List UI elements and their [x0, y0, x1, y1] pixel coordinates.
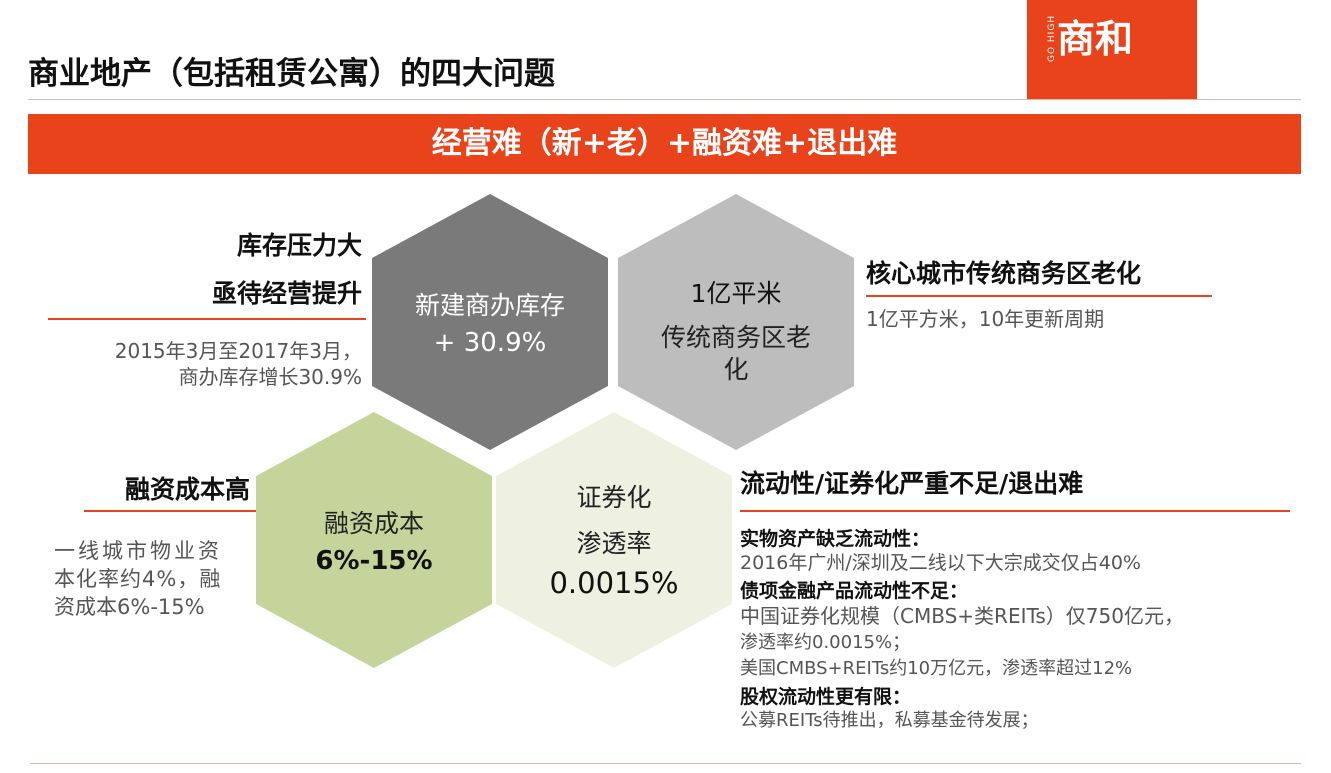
item2-line1: 中国证券化规模（CMBS+类REITs）仅750亿元，: [740, 604, 1184, 628]
item3-line1: 公募REITs待推出，私募基金待发展；: [740, 710, 1039, 731]
hexagon-finance-line1: 融资成本: [323, 509, 424, 538]
right-bottom-details: 实物资产缺乏流动性： 2016年广州/深圳及二线以下大宗成交仅占40% 债项金融…: [740, 524, 1300, 734]
left-bottom-detail3: 资成本6%-15%: [54, 595, 205, 619]
logo-tag: GO HIGH: [1047, 14, 1057, 62]
left-top-detail2: 商办库存增长30.9%: [178, 365, 362, 389]
hexagon-inventory-line1: 新建商办库存: [414, 291, 565, 320]
right-top-underline: [866, 295, 1212, 297]
hexagon-securitization: 证券化 渗透率 0.0015%: [496, 412, 732, 668]
hexagon-finance-line2: 6%-15%: [315, 546, 433, 576]
page-title: 商业地产（包括租赁公寓）的四大问题: [28, 56, 555, 92]
hexagon-finance: 融资成本 6%-15%: [256, 412, 492, 668]
left-bottom-detail2: 本化率约4%，融: [54, 567, 222, 591]
right-bottom-heading: 流动性/证券化严重不足/退出难: [740, 469, 1084, 498]
hexagon-securitization-line1: 证券化: [576, 483, 652, 512]
left-top-heading2: 亟待经营提升: [211, 279, 362, 308]
hexagon-inventory-line2: + 30.9%: [433, 328, 547, 358]
hexagon-cbd: 1亿平米 传统商务区老 化: [618, 194, 854, 450]
hexagon-cbd-line1: 1亿平米: [690, 279, 782, 308]
item3-colon: ：: [892, 686, 912, 708]
item2-line3: 美国CMBS+REITs约10万亿元，渗透率超过12%: [740, 658, 1133, 679]
hexagon-cbd-line3: 化: [723, 355, 749, 384]
footer-divider: [30, 763, 1301, 764]
left-bottom-heading: 融资成本高: [124, 475, 250, 504]
item2-colon: ：: [949, 580, 969, 602]
item2-title: 债项金融产品流动性不足: [740, 580, 950, 602]
hexagon-inventory: 新建商办库存 + 30.9%: [372, 194, 608, 450]
left-bottom-underline: [84, 510, 256, 512]
left-bottom-detail1: 一线城市物业资: [54, 539, 222, 563]
header-divider: [28, 99, 1301, 100]
summary-banner: 经营难（新+老）+融资难+退出难: [28, 114, 1301, 174]
hexagon-securitization-line3: 0.0015%: [549, 566, 679, 600]
right-top-heading: 核心城市传统商务区老化: [866, 259, 1142, 288]
item3-title: 股权流动性更有限: [740, 686, 893, 708]
hexagon-securitization-line2: 渗透率: [576, 529, 652, 558]
right-top-detail: 1亿平方米，10年更新周期: [866, 307, 1105, 331]
left-top-heading1: 库存压力大: [236, 231, 362, 260]
brand-logo: 商和 GO HIGH: [1027, 0, 1197, 99]
left-top-detail1: 2015年3月至2017年3月，: [114, 339, 362, 363]
hexagon-cbd-line2: 传统商务区老: [660, 323, 811, 352]
right-bottom-underline: [740, 510, 1290, 512]
item1-line1: 2016年广州/深圳及二线以下大宗成交仅占40%: [740, 552, 1141, 574]
item1-title: 实物资产缺乏流动性: [740, 528, 912, 550]
left-top-underline: [48, 318, 366, 320]
item1-colon: ：: [911, 528, 931, 550]
item2-line2: 渗透率约0.0015%；: [740, 632, 911, 653]
logo-brand: 商和: [1057, 17, 1134, 61]
